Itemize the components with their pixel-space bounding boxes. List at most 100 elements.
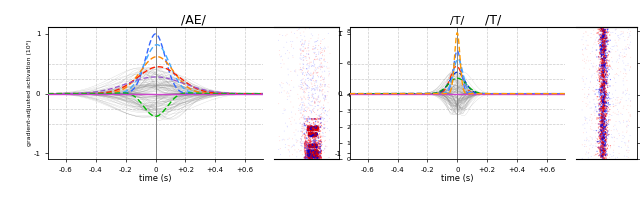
Point <box>313 133 323 137</box>
Point <box>595 50 605 53</box>
Point <box>273 39 284 42</box>
Point <box>598 100 608 104</box>
Point <box>315 48 325 51</box>
Point <box>297 50 307 53</box>
Point <box>305 150 315 154</box>
Point <box>305 150 315 154</box>
Point <box>315 155 325 158</box>
Point <box>597 98 607 101</box>
Point <box>312 145 322 148</box>
Point <box>597 82 607 86</box>
Point <box>315 147 325 150</box>
Point <box>306 143 316 146</box>
Point <box>307 133 317 136</box>
Point <box>602 61 612 65</box>
Point <box>611 32 621 35</box>
Point <box>594 147 604 150</box>
Point <box>305 157 315 160</box>
Point <box>313 149 323 152</box>
Point <box>316 136 326 139</box>
Point <box>311 148 321 152</box>
Point <box>596 155 606 158</box>
Point <box>601 112 611 115</box>
Point <box>589 114 600 117</box>
Point <box>598 137 609 140</box>
Point <box>600 59 610 62</box>
Point <box>611 104 621 107</box>
Point <box>602 28 612 31</box>
Point <box>288 56 298 59</box>
Point <box>310 142 321 145</box>
Point <box>599 99 609 102</box>
Point <box>600 147 610 150</box>
Point <box>308 138 319 141</box>
Point <box>600 43 611 47</box>
Point <box>595 150 605 153</box>
Point <box>596 109 607 113</box>
Point <box>597 71 607 74</box>
Point <box>599 107 609 110</box>
Point <box>302 137 312 140</box>
Point <box>309 135 319 138</box>
Point <box>312 153 322 156</box>
Point <box>303 62 313 65</box>
Point <box>598 58 609 62</box>
Point <box>601 121 611 124</box>
Point <box>598 58 608 61</box>
Point <box>304 144 314 147</box>
Point <box>590 103 600 106</box>
Point <box>600 45 611 48</box>
Point <box>314 157 324 160</box>
Point <box>310 92 321 95</box>
Point <box>597 57 607 60</box>
Point <box>598 102 609 105</box>
Point <box>305 143 316 147</box>
Point <box>614 53 625 56</box>
Point <box>305 143 315 146</box>
Point <box>604 115 614 118</box>
Point <box>306 61 316 64</box>
Point <box>300 71 310 74</box>
Point <box>600 94 611 97</box>
Point <box>593 88 604 91</box>
Point <box>305 157 316 160</box>
Point <box>595 94 605 97</box>
Point <box>596 137 606 140</box>
Point <box>600 76 611 79</box>
Point <box>311 155 321 158</box>
Point <box>311 68 321 71</box>
Point <box>297 116 307 119</box>
Point <box>596 102 607 105</box>
Point <box>303 115 314 118</box>
Point <box>595 98 605 101</box>
Point <box>596 101 606 104</box>
Point <box>323 90 333 93</box>
Point <box>314 154 324 157</box>
Point <box>304 150 314 153</box>
Point <box>580 96 590 99</box>
Point <box>301 142 312 145</box>
Point <box>308 155 318 158</box>
Point <box>595 41 605 44</box>
Point <box>313 71 323 74</box>
Point <box>295 83 305 86</box>
Point <box>598 30 609 33</box>
Point <box>602 129 612 132</box>
Point <box>319 127 330 130</box>
Point <box>599 64 609 67</box>
Point <box>595 50 605 54</box>
Point <box>595 79 605 82</box>
Point <box>597 136 607 139</box>
Point <box>301 156 312 159</box>
Point <box>298 45 308 48</box>
Point <box>312 154 322 157</box>
Point <box>308 157 318 160</box>
Point <box>310 144 320 147</box>
Point <box>286 89 296 92</box>
Point <box>309 145 319 148</box>
Point <box>596 119 606 122</box>
Point <box>597 85 607 88</box>
Point <box>298 43 308 46</box>
Point <box>600 130 610 133</box>
Point <box>313 130 323 133</box>
